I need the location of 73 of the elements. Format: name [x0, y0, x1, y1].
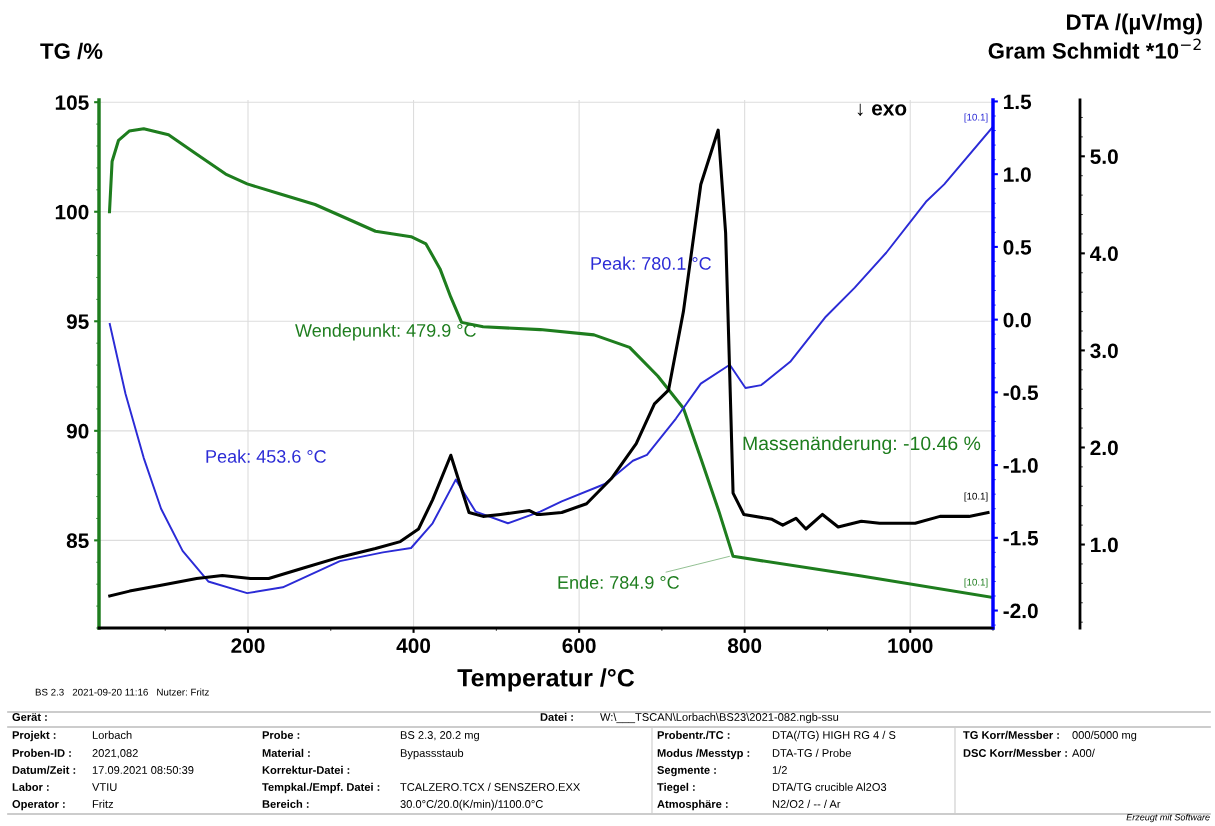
text: 17.09.2021 08:50:39 — [92, 766, 194, 774]
y2-tick-label: 0.5 — [1003, 239, 1032, 255]
text: Datum/Zeit : — [12, 765, 76, 775]
annotation: Massenänderung: -10.46 % — [743, 435, 981, 455]
annotation: Ende: 784.9 °C — [558, 575, 679, 589]
text: 30.0°C/20.0(K/min)/1100.0°C — [400, 799, 543, 811]
annotation: Peak: 453.6 °C — [206, 449, 326, 463]
y2-tick-label: -2.0 — [1003, 603, 1038, 619]
y-tick-label: 90 — [66, 423, 89, 439]
text: Atmosphäre : — [657, 799, 728, 811]
text: 1/2 — [772, 765, 787, 774]
text: Projekt : — [12, 730, 56, 742]
text: BS 2.3, 20.2 mg — [400, 731, 479, 742]
annotation: [10.1] — [964, 492, 988, 502]
y-tick-label: 105 — [55, 95, 89, 110]
y-axis-title: TG /% — [40, 42, 103, 60]
y-tick-label: 100 — [55, 204, 89, 220]
text: Probentr./TC : — [657, 730, 730, 740]
text: TG Korr/Messber : — [963, 730, 1059, 740]
text: Labor : — [12, 782, 49, 791]
text: Lorbach — [92, 730, 132, 739]
x-axis-title: Temperatur /°C — [457, 668, 635, 692]
text: DTA/TG crucible Al2O3 — [772, 782, 887, 791]
x-tick-label: 1000 — [888, 638, 933, 654]
annotation: Peak: 780.1 °C — [591, 256, 711, 270]
x-tick-label: 600 — [562, 638, 596, 654]
y-tick-label: 95 — [66, 314, 89, 330]
y3-tick-label: 3.0 — [1090, 343, 1118, 359]
text: Datei : — [540, 712, 573, 721]
y2-tick-label: -1.5 — [1003, 531, 1039, 546]
text: Segmente : — [657, 766, 716, 777]
text: DTA(/TG) HIGH RG 4 / S — [772, 730, 896, 742]
x-tick-label: 200 — [231, 638, 265, 654]
text: A00/ — [1072, 748, 1095, 757]
text: N2/O2 / -- / Ar — [772, 799, 841, 808]
y2-tick-label: 0.0 — [1003, 312, 1031, 328]
text: VTIU — [92, 783, 117, 791]
y2-tick-label: -1.0 — [1003, 458, 1038, 473]
text: Fritz — [92, 799, 114, 808]
y3-tick-label: 5.0 — [1090, 149, 1118, 165]
text: 2021,082 — [92, 749, 138, 759]
text: 000/5000 mg — [1072, 730, 1137, 742]
text: Bereich : — [262, 799, 309, 808]
text: Bypassstaub — [400, 748, 464, 760]
annotation: [10.1] — [964, 113, 988, 123]
text: Proben-ID : — [12, 748, 71, 757]
annotation: ↓ exo — [857, 103, 907, 117]
text: Tiegel : — [657, 782, 695, 794]
y2-tick-label: 1.0 — [1004, 167, 1031, 182]
y2-tick-label: -0.5 — [1003, 385, 1039, 401]
x-tick-label: 400 — [396, 638, 431, 654]
y3-tick-label: 1.0 — [1091, 537, 1118, 553]
text: BS 2.3 2021-09-20 11:16 Nutzer: Fritz — [35, 688, 209, 696]
y3-axis-title: Gram Schmidt *10$^{−2}$ — [988, 38, 1201, 59]
text: Tempkal./Empf. Datei : — [262, 782, 380, 794]
y3-tick-label: 4.0 — [1090, 246, 1118, 262]
text: Korrektur-Datei : — [262, 765, 350, 774]
text: Modus /Messtyp : — [657, 748, 750, 760]
text: Material : — [262, 748, 310, 757]
text: Operator : — [12, 800, 65, 811]
x-tick-label: 800 — [727, 638, 762, 654]
text: DSC Korr/Messber : — [963, 748, 1067, 758]
text: TCALZERO.TCX / SENSZERO.EXX — [400, 782, 581, 791]
y2-axis-title: DTA /(µV/mg) — [1067, 13, 1202, 35]
text: Gerät : — [12, 713, 47, 721]
annotation: [10.1] — [964, 578, 988, 588]
text: DTA-TG / Probe — [772, 748, 851, 757]
y2-tick-label: 1.5 — [1004, 94, 1032, 110]
text: Probe : — [262, 730, 300, 739]
y3-tick-label: 2.0 — [1090, 440, 1118, 456]
text: Erzeugt mit Software — [1126, 813, 1210, 823]
text: W:\___TSCAN\Lorbach\BS23\2021-082.ngb-ssu — [600, 712, 839, 724]
y-tick-label: 85 — [66, 533, 89, 549]
